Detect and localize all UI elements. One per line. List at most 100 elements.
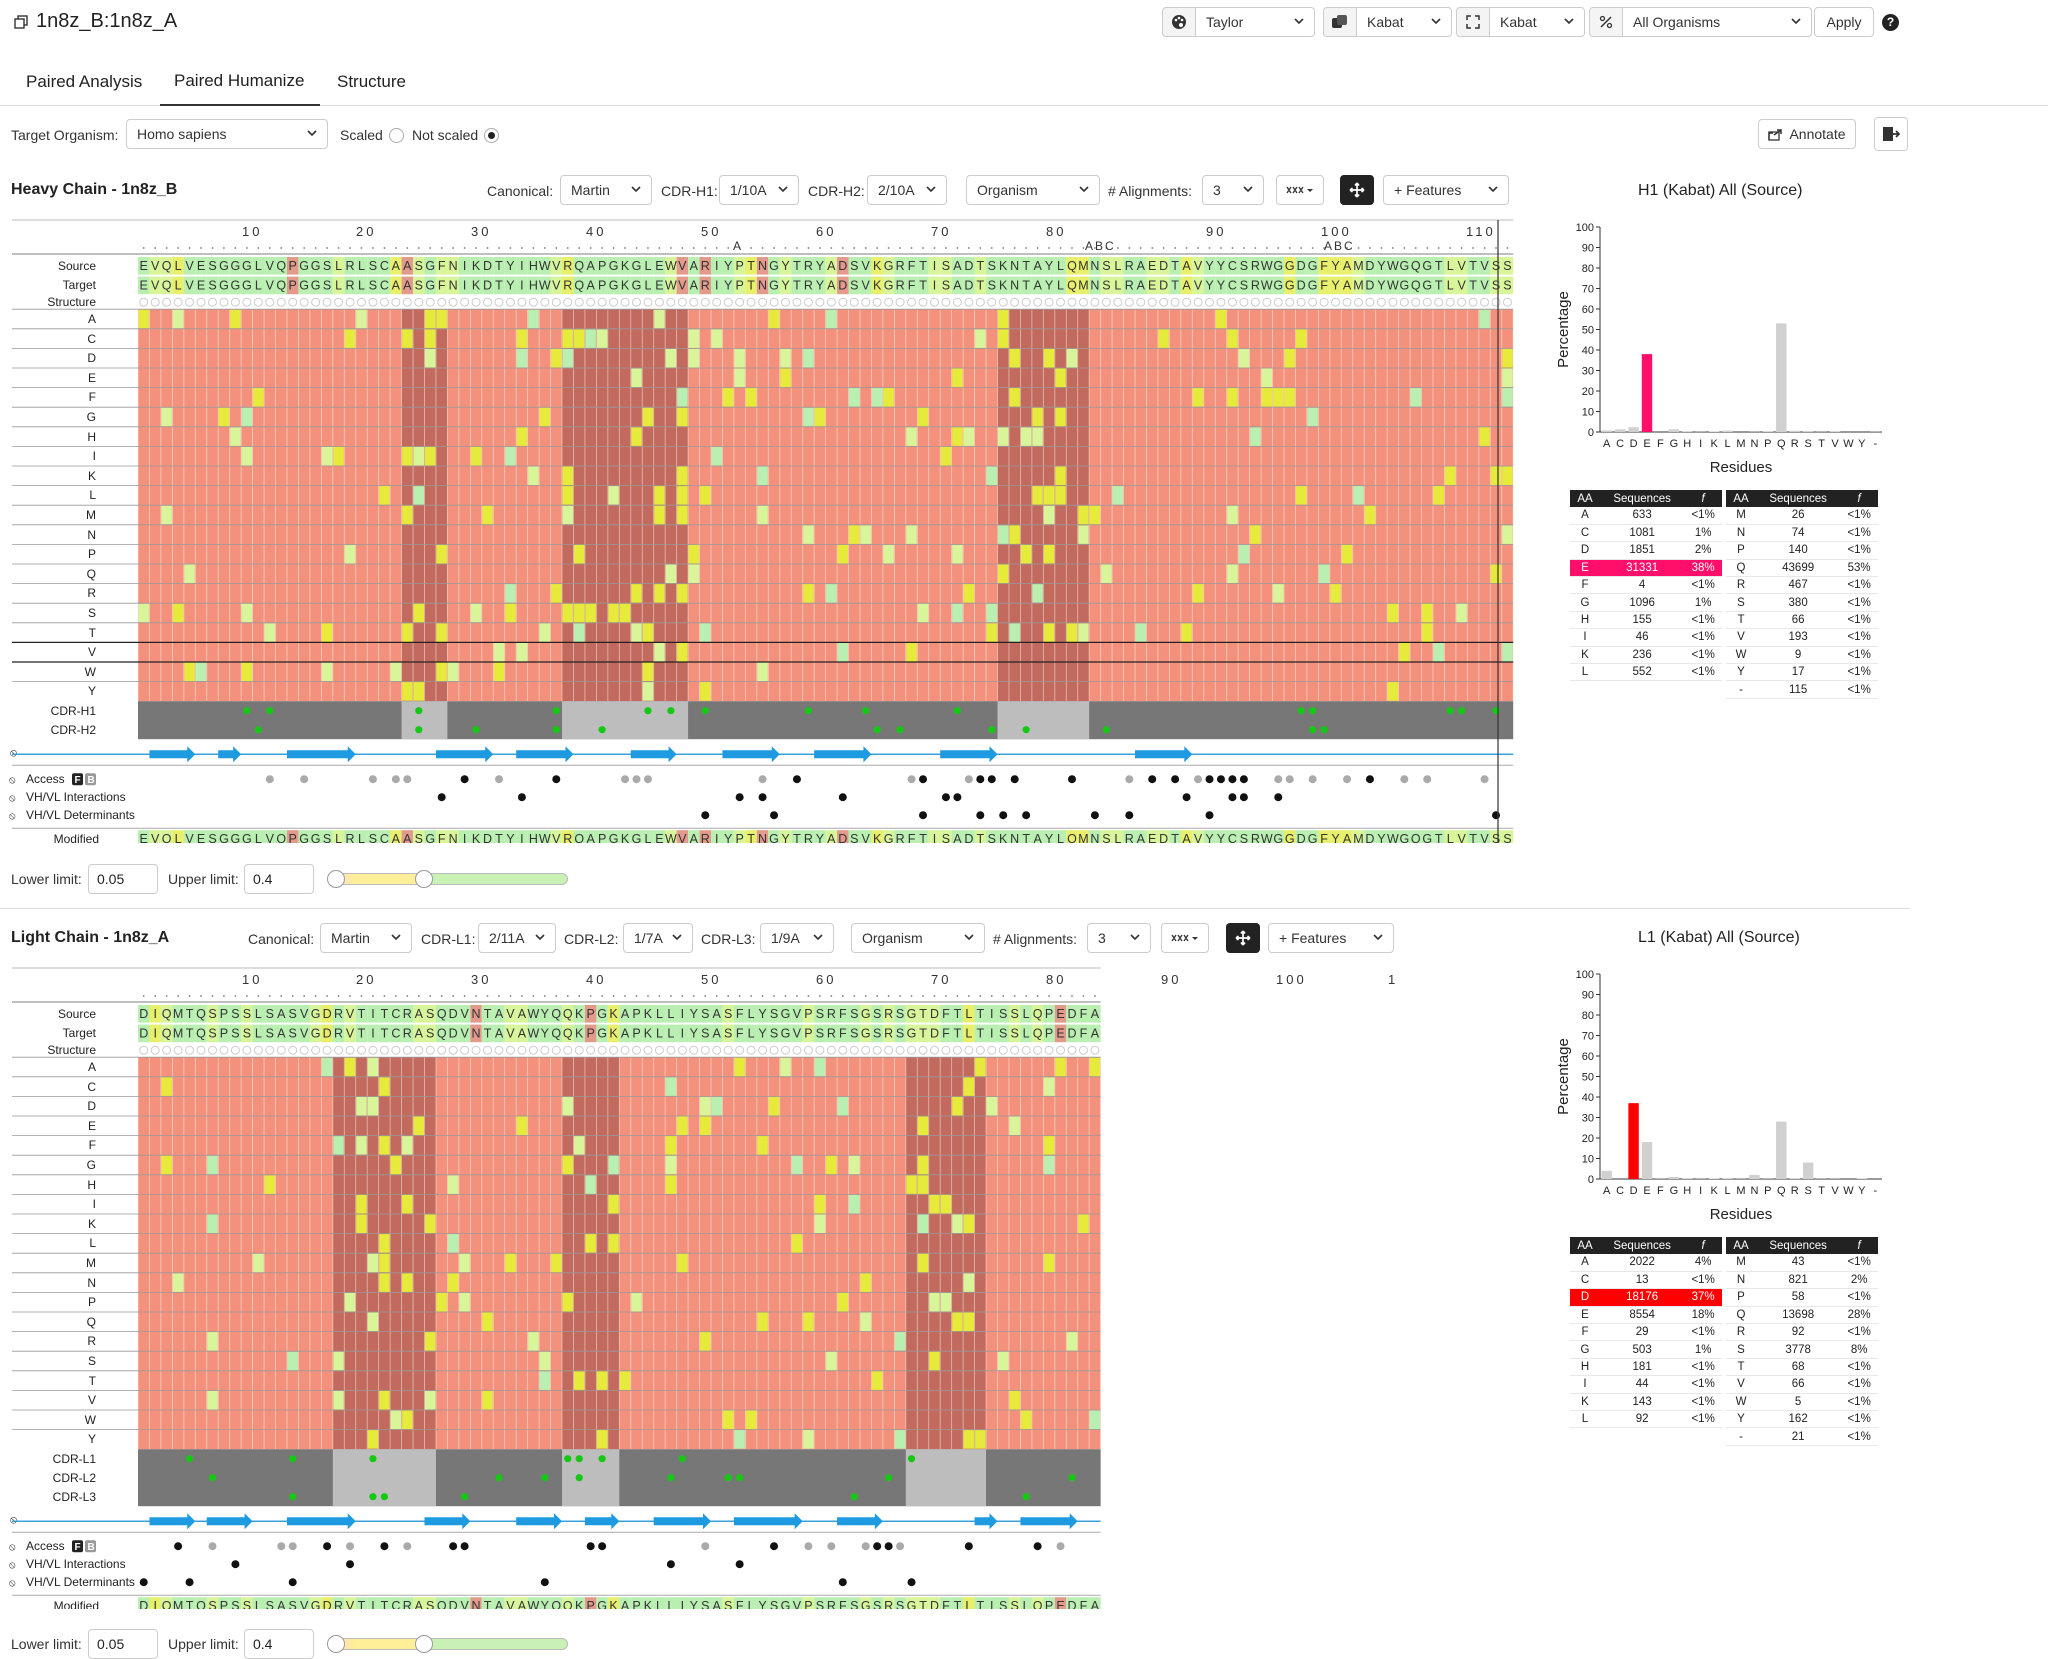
table-header: Sequences	[1600, 1237, 1684, 1254]
tab-paired-humanize[interactable]: Paired Humanize	[160, 58, 320, 106]
numbering-select-2[interactable]: Kabat	[1489, 7, 1585, 37]
table-cell: T	[1726, 1358, 1756, 1375]
ruler-dot	[143, 995, 145, 997]
not-scaled-radio[interactable]	[484, 128, 499, 143]
cdr-l2-select[interactable]: 1/7A	[623, 923, 693, 953]
light-upper-limit-input[interactable]: 0.4	[244, 1629, 314, 1659]
cdr-h1-select[interactable]: 1/10A	[719, 175, 799, 205]
light-organism-value: Organism	[862, 930, 923, 946]
structure-dot	[1194, 298, 1202, 306]
target-organism-select[interactable]: Homo sapiens	[126, 119, 328, 149]
light-move-button[interactable]	[1226, 923, 1260, 953]
structure-dot	[197, 1046, 205, 1054]
heavy-alignments-select[interactable]: 3	[1202, 175, 1264, 205]
light-features-select[interactable]: + Features	[1268, 923, 1394, 953]
ruler-dot	[911, 995, 913, 997]
light-view-mode-dropdown[interactable]	[1161, 923, 1209, 953]
cdr-l3-select[interactable]: 1/9A	[760, 923, 834, 953]
cdr-region	[402, 701, 448, 739]
heatmap-cell	[700, 1332, 710, 1351]
heatmap-cell	[436, 310, 446, 329]
table-cell: 821	[1756, 1271, 1840, 1288]
light-organism-select[interactable]: Organism	[851, 923, 985, 953]
tab-label: Paired Humanize	[174, 71, 304, 91]
x-axis-label: Residues	[1710, 459, 1773, 476]
heavy-canonical-select[interactable]: Martin	[560, 175, 652, 205]
tab-paired-analysis[interactable]: Paired Analysis	[12, 58, 156, 106]
x-tick-label: G	[1670, 1185, 1679, 1197]
heavy-organism-select[interactable]: Organism	[966, 175, 1100, 205]
x-tick-label: N	[1750, 438, 1758, 450]
table-cell: 21	[1756, 1428, 1840, 1445]
heatmap-cell	[689, 329, 699, 348]
scaled-option[interactable]: Scaled	[340, 127, 404, 144]
ruler-dot	[257, 995, 259, 997]
light-alignments-select[interactable]: 3	[1087, 923, 1151, 953]
residue-letter: T	[484, 1007, 492, 1021]
ruler-tick-label: 70	[931, 972, 951, 987]
heavy-lower-knob[interactable]	[327, 870, 345, 888]
residue-letter: G	[632, 279, 642, 293]
export-button[interactable]	[1874, 117, 1908, 151]
organism-filter-select[interactable]: All Organisms	[1622, 7, 1812, 37]
cdr-l1-select[interactable]: 2/11A	[478, 923, 556, 953]
heatmap-cell	[1078, 1215, 1088, 1234]
not-scaled-option[interactable]: Not scaled	[412, 127, 499, 144]
structure-dot	[930, 298, 938, 306]
light-upper-knob[interactable]	[415, 1635, 433, 1653]
heavy-lower-limit-input[interactable]: 0.05	[88, 864, 158, 894]
tab-structure[interactable]: Structure	[323, 58, 420, 106]
structure-dot	[163, 1046, 171, 1054]
tab-label: Structure	[337, 72, 406, 92]
numbering-select-1[interactable]: Kabat	[1356, 7, 1452, 37]
residue-letter: Q	[1067, 259, 1077, 273]
heatmap-cell	[414, 682, 424, 701]
ruler-dot	[1151, 247, 1153, 249]
heatmap-cell	[1044, 1156, 1054, 1175]
residue-letter: G	[781, 1027, 791, 1041]
scaled-radio[interactable]	[389, 128, 404, 143]
heavy-move-button[interactable]	[1340, 175, 1374, 205]
heavy-upper-limit-input[interactable]: 0.4	[244, 864, 314, 894]
residue-letter: T	[793, 832, 801, 843]
light-lower-limit-input[interactable]: 0.05	[88, 1629, 158, 1659]
heatmap-cell	[379, 1234, 389, 1253]
heatmap-cell	[906, 1175, 916, 1194]
cdr-h2-select[interactable]: 2/10A	[867, 175, 947, 205]
copy-icon[interactable]	[14, 15, 28, 29]
help-icon[interactable]: ?	[1882, 14, 1899, 31]
ruler-dot	[372, 995, 374, 997]
heavy-range-slider[interactable]	[330, 873, 568, 885]
x-tick-label: R	[1791, 1185, 1799, 1197]
heavy-features-select[interactable]: + Features	[1383, 175, 1509, 205]
eye-slash-icon: ⦸	[9, 775, 16, 786]
heavy-upper-knob[interactable]	[415, 870, 433, 888]
heavy-view-mode-dropdown[interactable]	[1276, 175, 1324, 205]
structure-dot	[942, 298, 950, 306]
ruler-dot	[1163, 247, 1165, 249]
structure-dot	[1160, 298, 1168, 306]
heavy-chart-title: H1 (Kabat) All (Source)	[1638, 182, 1803, 200]
residue-letter: F	[908, 259, 916, 273]
table-cell: 633	[1600, 507, 1684, 524]
light-range-slider[interactable]	[330, 1638, 568, 1650]
annotate-button[interactable]: Annotate	[1758, 119, 1856, 149]
heatmap-cell	[517, 1117, 527, 1136]
chevron-down-icon	[1243, 184, 1253, 194]
color-scheme-select[interactable]: Taylor	[1195, 7, 1315, 37]
light-canonical-select[interactable]: Martin	[320, 923, 412, 953]
light-lower-knob[interactable]	[327, 1635, 345, 1653]
structure-dot	[1228, 298, 1236, 306]
ruler-dot	[934, 995, 936, 997]
heatmap-cell	[379, 1391, 389, 1410]
ruler-tick-label: 20	[356, 224, 376, 239]
structure-dot	[231, 298, 239, 306]
heatmap-cell	[551, 584, 561, 603]
apply-button[interactable]: Apply	[1814, 7, 1874, 37]
residue-letter: I	[520, 259, 523, 273]
residue-letter: T	[793, 259, 801, 273]
